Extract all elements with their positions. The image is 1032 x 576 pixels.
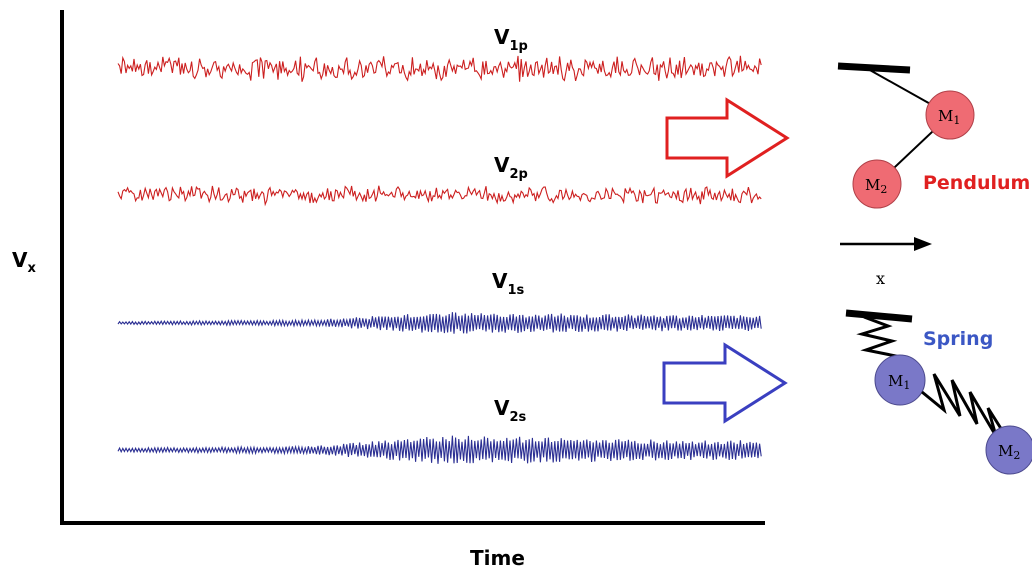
red-hollow-arrow bbox=[665, 97, 790, 179]
pendulum-mass-m1 bbox=[925, 90, 975, 140]
pendulum-m2-label: M2 bbox=[865, 176, 887, 196]
pendulum-m1-label: M1 bbox=[938, 107, 960, 127]
signal-trace-v2p bbox=[117, 185, 762, 207]
signal-label-v2p: V2p bbox=[494, 153, 528, 182]
spring-ceiling bbox=[845, 309, 913, 323]
spring-mass-m1 bbox=[874, 354, 926, 406]
pendulum-mass-m2 bbox=[852, 159, 902, 209]
signal-trace-v2s bbox=[117, 435, 762, 464]
spring-coil-lower bbox=[921, 373, 1014, 447]
x-direction-arrowhead bbox=[914, 237, 932, 251]
signal-trace-v1p bbox=[117, 55, 762, 82]
pendulum-label: Pendulum bbox=[923, 172, 1030, 194]
blue-hollow-arrow bbox=[662, 342, 788, 424]
spring-mass-m2 bbox=[985, 425, 1032, 475]
signal-trace-v1s bbox=[117, 312, 762, 334]
spring-m2-label: M2 bbox=[998, 442, 1020, 462]
spring-m1-label: M1 bbox=[888, 372, 910, 392]
signal-label-v1p: V1p bbox=[494, 25, 528, 54]
signal-label-v1s: V1s bbox=[492, 269, 525, 298]
spring-label: Spring bbox=[923, 328, 993, 350]
y-axis-label: Vx bbox=[12, 248, 36, 276]
signal-label-v2s: V2s bbox=[494, 396, 527, 425]
x-axis-label: Time bbox=[470, 546, 525, 570]
x-direction-label: x bbox=[876, 269, 885, 288]
pendulum-ceiling bbox=[837, 62, 911, 74]
